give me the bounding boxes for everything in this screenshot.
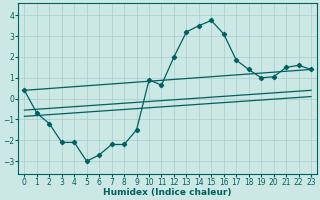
X-axis label: Humidex (Indice chaleur): Humidex (Indice chaleur) [103, 188, 232, 197]
